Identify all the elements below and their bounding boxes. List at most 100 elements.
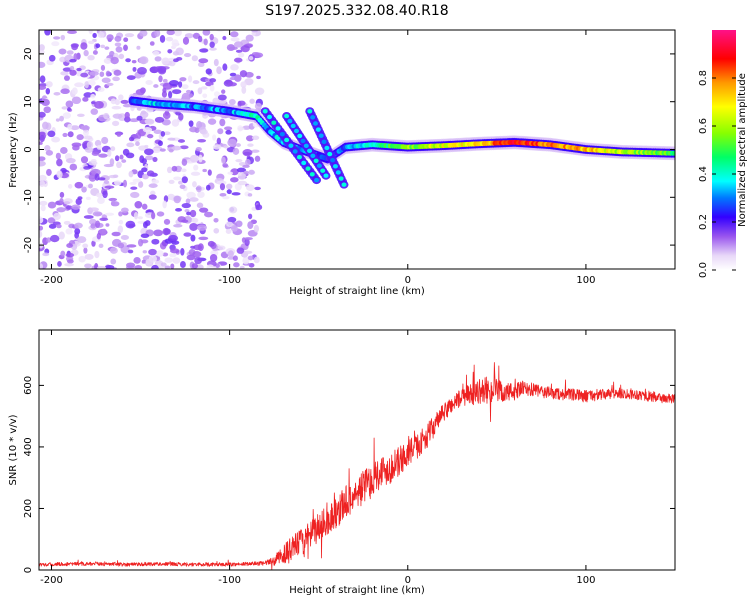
noise-blob xyxy=(151,211,156,220)
noise-blob xyxy=(227,256,235,260)
noise-blob xyxy=(126,142,135,148)
noise-blob xyxy=(222,35,227,41)
noise-blob xyxy=(66,50,74,55)
noise-blob xyxy=(133,138,140,143)
noise-blob xyxy=(100,64,106,71)
noise-blob xyxy=(240,81,247,88)
noise-blob xyxy=(212,144,222,150)
noise-blob xyxy=(198,58,209,64)
noise-blob xyxy=(40,205,46,212)
noise-blob xyxy=(190,234,196,242)
noise-blob xyxy=(91,151,100,156)
noise-blob xyxy=(109,247,118,254)
noise-blob xyxy=(178,180,183,185)
noise-blob xyxy=(133,212,139,220)
noise-blob xyxy=(247,143,254,147)
ridge-branch-core xyxy=(341,182,347,187)
ridge-branch-core xyxy=(296,154,302,160)
noise-blob xyxy=(209,41,215,48)
noise-blob xyxy=(186,211,191,216)
ridge-branch-core xyxy=(330,158,336,163)
noise-blob xyxy=(90,108,99,115)
ridge-branch-core xyxy=(271,120,277,125)
noise-blob xyxy=(104,185,115,189)
noise-blob xyxy=(139,30,148,37)
noise-blob xyxy=(59,115,64,122)
noise-blob xyxy=(92,50,98,55)
noise-blob xyxy=(95,43,101,49)
noise-blob xyxy=(189,154,199,163)
noise-blob xyxy=(63,220,71,225)
noise-blob xyxy=(235,143,241,147)
noise-blob xyxy=(111,200,116,207)
noise-blob xyxy=(127,249,134,254)
noise-blob xyxy=(159,148,166,152)
noise-blob xyxy=(45,87,51,95)
noise-blob xyxy=(202,93,208,99)
noise-blob xyxy=(58,231,65,240)
y-tick-label: 0 xyxy=(23,567,34,573)
noise-blob xyxy=(62,132,68,138)
noise-blob xyxy=(129,181,137,185)
noise-blob xyxy=(53,91,61,96)
noise-blob xyxy=(227,138,237,147)
noise-blob xyxy=(179,77,187,82)
noise-blob xyxy=(138,181,144,188)
noise-blob xyxy=(172,51,180,56)
noise-blob xyxy=(39,84,47,90)
noise-blob xyxy=(39,230,43,238)
noise-blob xyxy=(71,204,81,210)
ridge-branch-core xyxy=(300,138,306,144)
noise-blob xyxy=(76,67,82,72)
noise-blob xyxy=(203,38,208,46)
noise-blob xyxy=(80,72,89,78)
noise-blob xyxy=(209,78,217,83)
noise-blob xyxy=(39,225,44,231)
noise-blob xyxy=(39,263,43,269)
noise-blob xyxy=(82,243,89,249)
noise-blob xyxy=(84,81,89,89)
noise-blob xyxy=(67,131,74,138)
noise-blob xyxy=(101,77,111,84)
noise-blob xyxy=(49,234,60,243)
noise-blob xyxy=(45,149,54,156)
noise-blob xyxy=(62,112,71,119)
noise-blob xyxy=(243,250,253,255)
ridge-branch-core xyxy=(318,133,324,138)
noise-blob xyxy=(237,126,245,131)
noise-blob xyxy=(126,75,136,81)
snr-frame xyxy=(38,329,676,571)
noise-blob xyxy=(126,262,136,268)
noise-blob xyxy=(148,194,157,200)
colorbar-tick-label: 0.4 xyxy=(698,166,709,182)
noise-blob xyxy=(66,107,71,112)
noise-blob xyxy=(145,155,154,161)
ridge-branch-core xyxy=(284,137,290,143)
noise-blob xyxy=(164,265,171,269)
noise-blob xyxy=(88,30,93,35)
noise-blob xyxy=(82,96,89,102)
noise-blob xyxy=(170,248,180,254)
noise-blob xyxy=(233,57,243,63)
noise-blob xyxy=(195,146,202,152)
noise-blob xyxy=(241,86,247,94)
noise-blob xyxy=(243,170,249,175)
noise-blob xyxy=(207,118,217,125)
noise-blob xyxy=(141,173,149,180)
noise-blob xyxy=(225,228,232,234)
noise-blob xyxy=(39,75,46,83)
noise-blob xyxy=(217,245,226,251)
noise-blob xyxy=(89,207,99,212)
noise-blob xyxy=(225,129,232,135)
noise-blob xyxy=(60,71,69,76)
noise-blob xyxy=(244,78,254,86)
noise-blob xyxy=(197,87,203,95)
noise-blob xyxy=(134,201,143,209)
noise-blob xyxy=(74,181,84,189)
noise-blob xyxy=(190,171,201,176)
noise-blob xyxy=(171,145,182,151)
noise-blob xyxy=(65,158,76,164)
noise-blob xyxy=(204,211,214,218)
noise-blob xyxy=(236,247,245,254)
noise-blob xyxy=(123,37,129,43)
